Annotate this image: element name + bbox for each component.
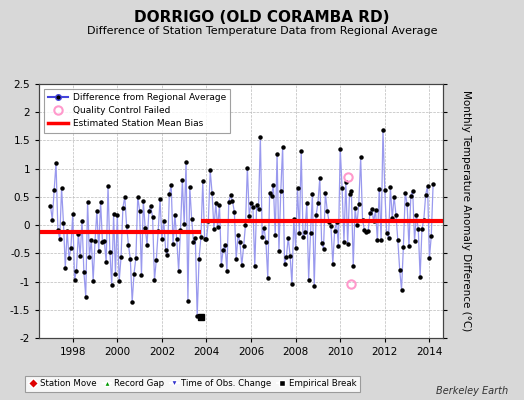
Text: DORRIGO (OLD CORAMBA RD): DORRIGO (OLD CORAMBA RD) <box>134 10 390 25</box>
Y-axis label: Monthly Temperature Anomaly Difference (°C): Monthly Temperature Anomaly Difference (… <box>461 90 471 332</box>
Legend: Difference from Regional Average, Quality Control Failed, Estimated Station Mean: Difference from Regional Average, Qualit… <box>44 88 231 133</box>
Text: Berkeley Earth: Berkeley Earth <box>436 386 508 396</box>
Legend: Station Move, Record Gap, Time of Obs. Change, Empirical Break: Station Move, Record Gap, Time of Obs. C… <box>25 376 359 392</box>
Text: Difference of Station Temperature Data from Regional Average: Difference of Station Temperature Data f… <box>87 26 437 36</box>
